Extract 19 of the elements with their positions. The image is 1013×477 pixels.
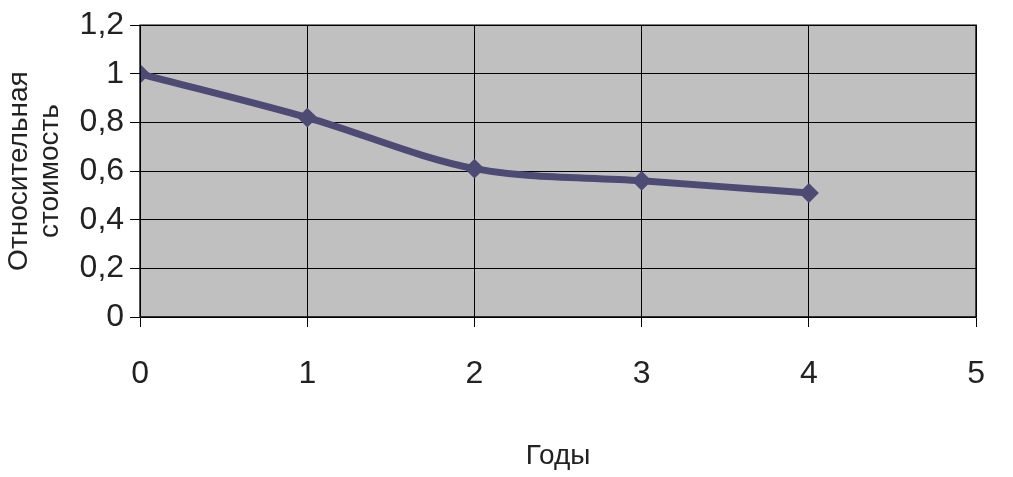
y-tick-label: 0,8 (79, 102, 125, 139)
y-axis-title: Относительная стоимость (2, 71, 64, 271)
y-tick-label: 1,2 (79, 5, 125, 42)
x-tick-label: 1 (298, 354, 317, 391)
y-tick-label: 0,4 (79, 199, 125, 236)
y-tick-label: 0,2 (79, 248, 125, 285)
x-tick-label: 2 (465, 354, 484, 391)
point (633, 172, 651, 190)
x-tick-label: 0 (131, 354, 149, 391)
x-tick-label: 3 (632, 354, 651, 391)
x-tick-label: 4 (800, 354, 818, 391)
x-tick-label: 5 (967, 354, 985, 391)
y-tick-label: 0 (106, 296, 125, 333)
point (298, 109, 316, 127)
x-axis-title: Годы (525, 438, 591, 470)
y-tick-label: 0,6 (79, 150, 125, 187)
y-tick-label: 1 (106, 53, 125, 90)
point (465, 160, 483, 178)
point (800, 184, 818, 202)
